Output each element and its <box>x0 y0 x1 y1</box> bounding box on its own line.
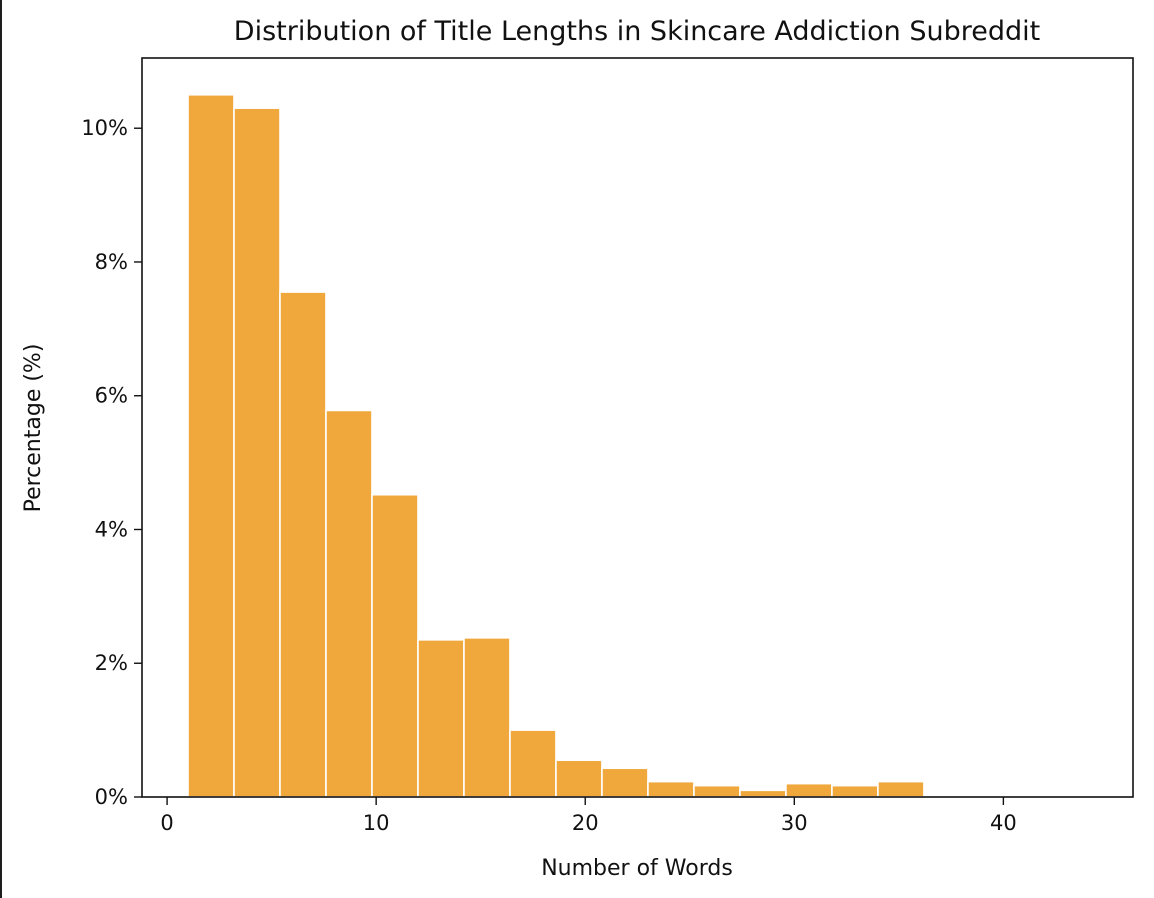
x-tick-label: 20 <box>572 811 599 835</box>
window-left-edge <box>0 0 2 898</box>
y-axis-ticks: 0% 2% 4% 6% 8% 10% <box>81 116 142 809</box>
histogram-bar <box>831 784 879 798</box>
bars-group <box>187 93 925 798</box>
histogram-bar <box>877 780 925 798</box>
x-tick-label: 40 <box>990 811 1017 835</box>
x-axis-label: Number of Words <box>541 856 733 881</box>
histogram-bar <box>601 767 649 798</box>
x-tick-label: 0 <box>160 811 173 835</box>
histogram-bar <box>693 784 741 798</box>
histogram-bar <box>785 782 833 798</box>
y-tick-label: 0% <box>95 785 128 809</box>
y-tick-label: 6% <box>95 384 128 408</box>
histogram-bar <box>371 493 419 798</box>
histogram-bar <box>463 637 511 798</box>
y-tick-label: 8% <box>95 250 128 274</box>
x-axis-ticks: 0 10 20 30 40 <box>160 797 1017 835</box>
histogram-bar <box>647 780 695 798</box>
x-tick-label: 10 <box>363 811 390 835</box>
histogram-bar <box>233 107 281 798</box>
y-axis-label: Percentage (%) <box>21 344 46 513</box>
histogram-bar <box>509 729 557 798</box>
plot-frame <box>141 57 1134 798</box>
histogram-bar <box>739 789 787 798</box>
histogram-bar <box>187 93 235 798</box>
histogram-bar <box>325 409 373 798</box>
y-tick-label: 2% <box>95 651 128 675</box>
y-tick-label: 4% <box>95 517 128 541</box>
histogram-bar <box>417 639 465 798</box>
histogram-bar <box>279 291 327 798</box>
chart-title: Distribution of Title Lengths in Skincar… <box>234 16 1040 47</box>
x-tick-label: 30 <box>781 811 808 835</box>
y-tick-label: 10% <box>81 116 128 140</box>
histogram-bar <box>555 759 603 798</box>
